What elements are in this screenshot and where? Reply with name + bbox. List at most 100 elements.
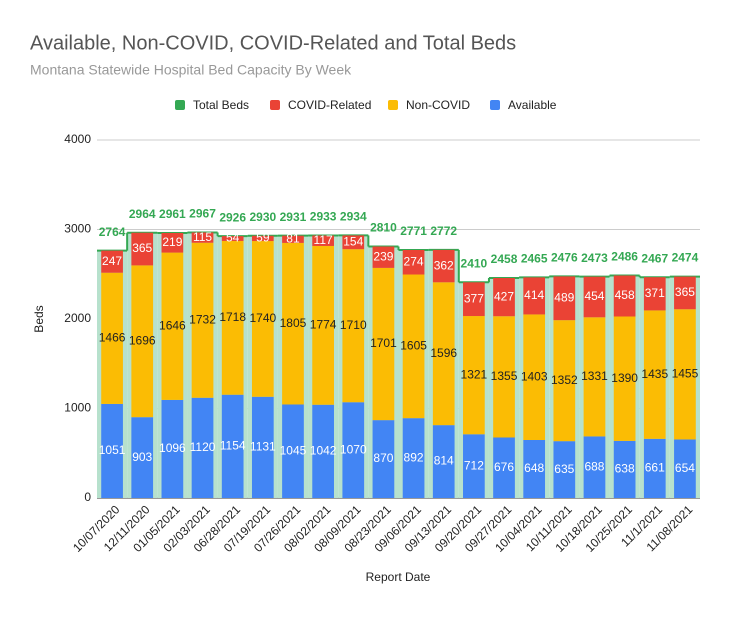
bar-segment xyxy=(463,282,485,317)
data-label: 1352 xyxy=(551,373,578,387)
chart-title: Available, Non-COVID, COVID-Related and … xyxy=(30,32,516,54)
total-label: 2458 xyxy=(491,252,518,266)
data-label: 274 xyxy=(404,254,424,268)
data-label: 117 xyxy=(314,233,333,247)
total-label: 2410 xyxy=(461,256,488,270)
data-label: 427 xyxy=(494,289,514,303)
bar-segment xyxy=(432,249,455,283)
total-label: 2467 xyxy=(641,251,668,265)
bar-segment xyxy=(131,232,154,266)
bar-segment xyxy=(432,425,455,498)
data-label: 1131 xyxy=(250,440,276,454)
data-label: 458 xyxy=(615,288,635,302)
y-tick-label: 2000 xyxy=(64,311,91,325)
bar-segment xyxy=(282,242,304,405)
bar-segment xyxy=(463,434,485,498)
data-label: 1331 xyxy=(581,369,608,383)
data-label: 892 xyxy=(404,450,424,464)
legend-label: Non-COVID xyxy=(406,98,470,112)
bar-segment xyxy=(282,235,304,243)
data-label: 1435 xyxy=(641,367,668,381)
data-label: 1696 xyxy=(129,333,156,347)
bar-segment xyxy=(463,316,485,435)
data-label: 365 xyxy=(675,285,695,299)
bar-segment xyxy=(553,320,576,442)
bar-segment xyxy=(583,436,606,498)
x-axis-title: Report Date xyxy=(366,570,431,584)
bar-segment xyxy=(191,232,214,243)
bar-segment xyxy=(312,245,334,405)
data-label: 814 xyxy=(434,454,454,468)
bar-segment xyxy=(372,246,395,268)
total-label: 2934 xyxy=(340,210,367,224)
total-label: 2486 xyxy=(611,250,638,264)
total-label: 2772 xyxy=(430,224,457,238)
data-label: 377 xyxy=(464,291,484,305)
data-label: 54 xyxy=(226,231,240,245)
bar-segment xyxy=(643,277,666,311)
bar-segment xyxy=(432,282,455,426)
bar-segment xyxy=(101,250,123,273)
total-label: 2810 xyxy=(370,221,397,235)
total-label: 2930 xyxy=(249,210,276,224)
data-label: 247 xyxy=(102,254,122,268)
chart-subtitle: Montana Statewide Hospital Bed Capacity … xyxy=(30,62,352,78)
data-label: 1596 xyxy=(430,346,457,360)
data-label: 1154 xyxy=(220,439,246,453)
total-label: 2967 xyxy=(189,207,216,221)
legend-label: COVID-Related xyxy=(288,98,371,112)
bar-segment xyxy=(372,267,395,421)
total-label: 2764 xyxy=(99,225,126,239)
data-label: 870 xyxy=(373,451,393,465)
data-label: 903 xyxy=(132,450,152,464)
data-label: 1605 xyxy=(400,339,427,353)
data-label: 454 xyxy=(584,289,604,303)
bar-segment xyxy=(674,439,696,498)
bar-segment xyxy=(523,314,546,441)
bar-segment xyxy=(221,240,244,395)
bar-segment xyxy=(312,235,334,246)
bar-segment xyxy=(251,396,274,498)
bar-segment xyxy=(161,399,184,498)
y-tick-label: 0 xyxy=(84,490,91,504)
bar-segment xyxy=(493,437,515,498)
total-label: 2465 xyxy=(521,252,548,266)
bar-segment xyxy=(493,278,515,317)
bar-segment xyxy=(342,402,365,498)
data-label: 219 xyxy=(162,235,182,249)
data-label: 676 xyxy=(494,460,514,474)
data-label: 115 xyxy=(193,230,212,244)
data-label: 1321 xyxy=(461,367,488,381)
bar-segment xyxy=(342,249,365,403)
data-label: 1710 xyxy=(340,318,367,332)
data-label: 1718 xyxy=(219,310,246,324)
bar-segment xyxy=(674,276,696,310)
data-label: 712 xyxy=(464,458,484,472)
bar-segment xyxy=(523,277,546,315)
bar-segment xyxy=(221,236,244,241)
legend-label: Available xyxy=(508,98,557,112)
bar-segment xyxy=(553,276,576,321)
bar-segment xyxy=(583,317,606,437)
data-label: 1701 xyxy=(370,336,397,350)
data-label: 638 xyxy=(615,462,635,476)
bar-segment xyxy=(191,397,214,498)
data-label: 1403 xyxy=(521,369,548,383)
data-label: 1355 xyxy=(491,369,518,383)
bar-segment xyxy=(131,417,154,498)
total-label: 2771 xyxy=(400,224,427,238)
bar-segment xyxy=(643,310,666,439)
data-label: 1042 xyxy=(310,444,337,458)
data-label: 1740 xyxy=(249,311,276,325)
bar-segment xyxy=(643,438,666,498)
total-label: 2931 xyxy=(280,210,307,224)
data-label: 1051 xyxy=(99,443,126,457)
bar-segment xyxy=(101,403,123,498)
data-label: 59 xyxy=(256,231,270,245)
data-label: 1120 xyxy=(190,440,216,454)
data-label: 1390 xyxy=(611,371,638,385)
data-label: 654 xyxy=(675,461,695,475)
bar-segment xyxy=(402,274,425,419)
legend-swatch xyxy=(270,100,280,110)
data-label: 688 xyxy=(584,459,604,473)
